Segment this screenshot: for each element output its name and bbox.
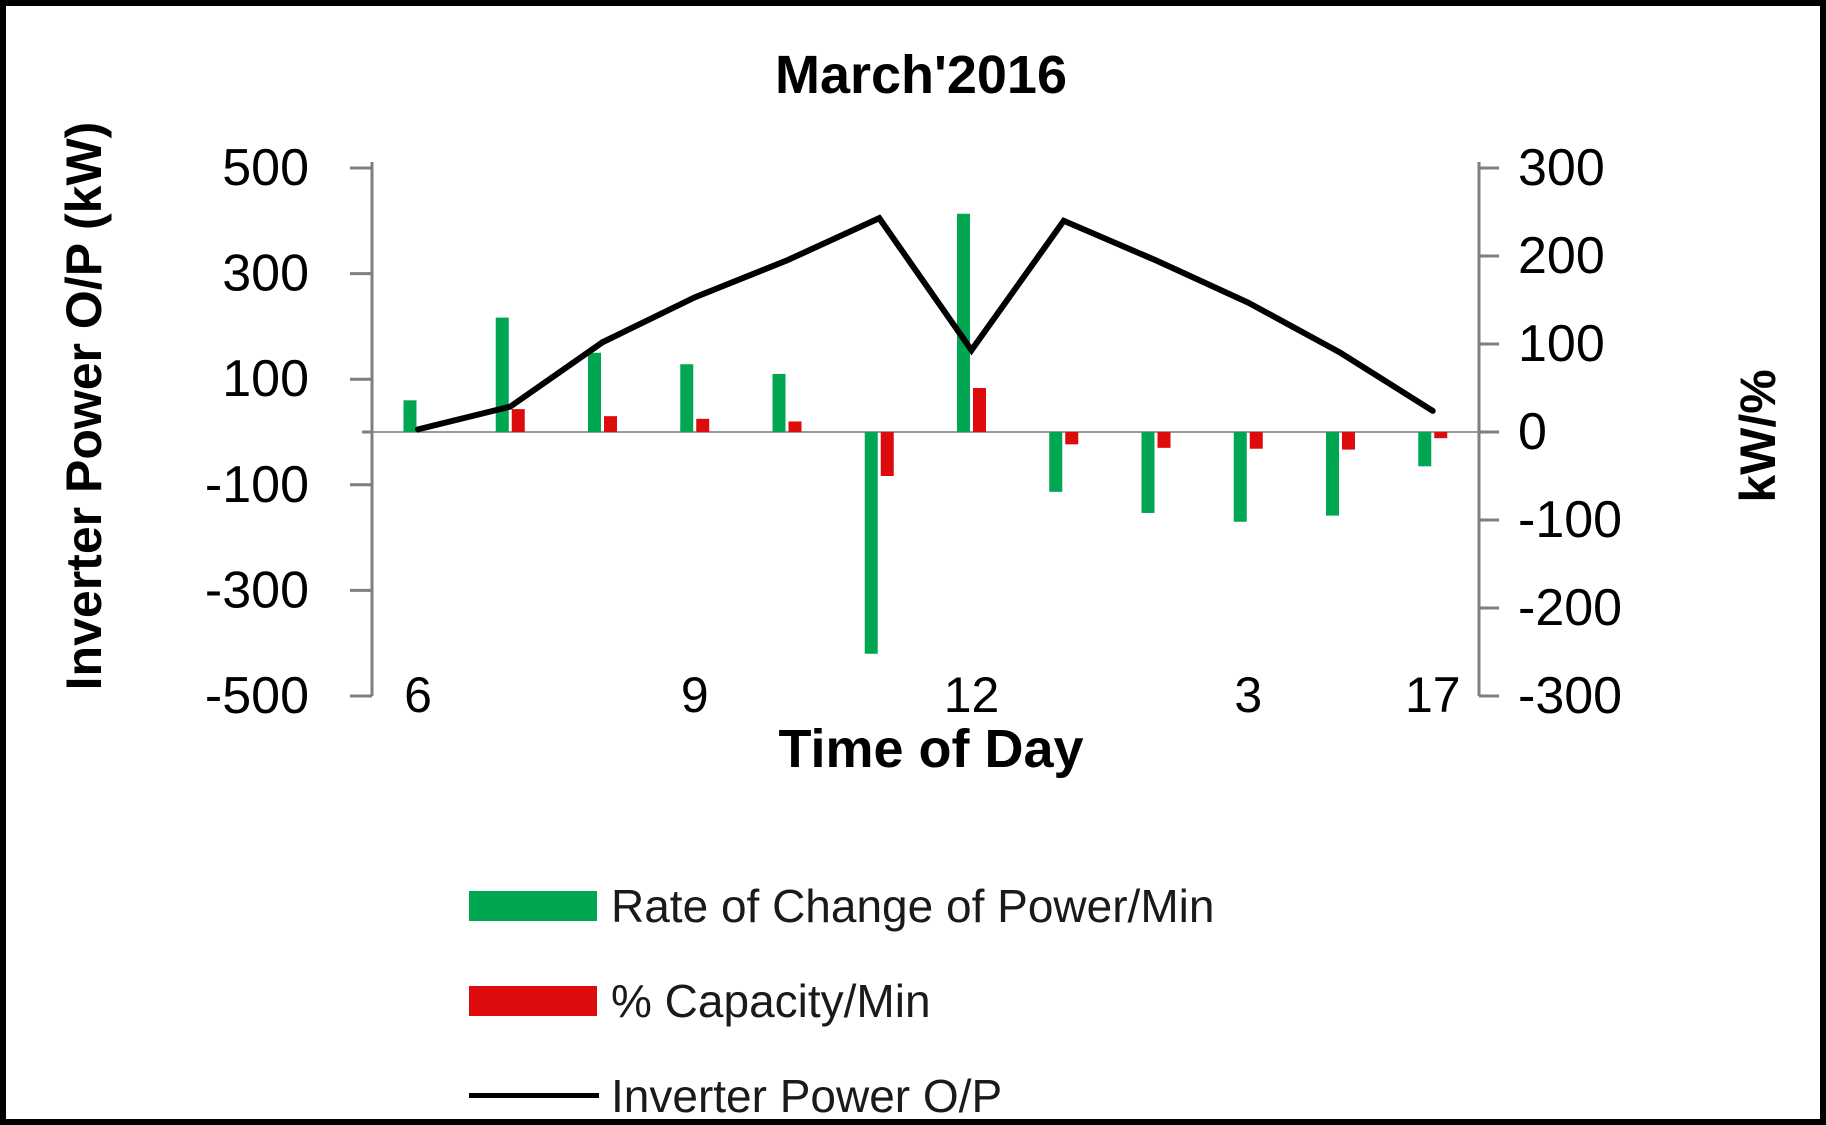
bar-rate-of-change (495, 317, 509, 432)
bar-percent-capacity (511, 409, 525, 432)
x-axis-title: Time of Day (778, 719, 1084, 779)
bar-rate-of-change (680, 364, 694, 432)
bar-percent-capacity (1342, 432, 1355, 450)
y-axis-right-tick-label: 100 (1518, 315, 1605, 373)
legend-swatch-capacity-icon (469, 985, 597, 1016)
line-inverter-power (415, 214, 1436, 433)
bar-percent-capacity (1249, 432, 1263, 449)
y-axis-left-tick-label: -300 (205, 561, 309, 619)
legend-swatch-inverter-power-icon (469, 1093, 599, 1098)
bar-rate-of-change (1233, 432, 1247, 522)
y-axis-right-tick-label: 200 (1518, 227, 1605, 285)
bar-percent-capacity (973, 388, 986, 432)
chart-plot-area: 500 300 100 -100 -300 -500 300 200 100 0 -100 -200 -… (205, 139, 1622, 725)
x-axis-tick-label: 3 (1234, 667, 1262, 723)
bar-rate-of-change (957, 213, 970, 432)
bar-rate-of-change (1326, 432, 1339, 516)
x-axis-tick-label: 9 (681, 667, 709, 723)
bar-percent-capacity (1434, 432, 1448, 439)
x-axis-tick-label: 12 (944, 667, 1000, 723)
legend-label-inverter-power: Inverter Power O/P (611, 1069, 1003, 1122)
bar-rate-of-change (1141, 432, 1155, 513)
bar-rate-of-change (1049, 432, 1063, 492)
bar-rate-of-change (1418, 432, 1432, 467)
bar-rate-of-change (588, 352, 601, 432)
y-axis-left-tick-label: 300 (222, 245, 309, 303)
legend-row-capacity: % Capacity/Min (469, 953, 1214, 1048)
legend-row-inverter-power: Inverter Power O/P (469, 1048, 1214, 1122)
bar-percent-capacity (1065, 432, 1079, 445)
bar-percent-capacity (696, 418, 710, 432)
bar-rate-of-change (772, 373, 786, 432)
y-axis-right-tick-label: -100 (1518, 491, 1622, 549)
y-axis-title-right: kW/% (1730, 369, 1786, 503)
x-axis-tick-label: 6 (404, 667, 432, 723)
x-axis-tick-label: 17 (1405, 667, 1461, 723)
y-axis-left-tick-label: -500 (205, 667, 309, 725)
legend-row-rate-of-change: Rate of Change of Power/Min (469, 858, 1214, 953)
bar-percent-capacity (880, 432, 894, 476)
y-axis-left-tick-label: 100 (222, 350, 309, 408)
y-axis-right-tick-label: 300 (1518, 139, 1605, 197)
y-axis-right-tick-label: 0 (1518, 403, 1547, 461)
bar-rate-of-change (403, 400, 417, 432)
chart-legend: Rate of Change of Power/Min % Capacity/M… (469, 858, 1214, 1122)
legend-label-capacity: % Capacity/Min (611, 974, 931, 1027)
bar-rate-of-change (864, 432, 878, 654)
legend-label-rate-of-change: Rate of Change of Power/Min (611, 879, 1215, 932)
y-axis-left-tick-label: -100 (205, 456, 309, 514)
bar-percent-capacity (1157, 432, 1171, 448)
bar-percent-capacity (604, 416, 617, 432)
y-axis-title-left: Inverter Power O/P (kW) (56, 121, 112, 691)
y-axis-left-tick-label: 500 (222, 139, 309, 197)
y-axis-right-tick-label: -300 (1518, 667, 1622, 725)
bar-percent-capacity (788, 421, 802, 432)
legend-swatch-rate-of-change-icon (469, 890, 597, 921)
y-axis-right-tick-label: -200 (1518, 579, 1622, 637)
chart-title: March'2016 (774, 45, 1068, 105)
